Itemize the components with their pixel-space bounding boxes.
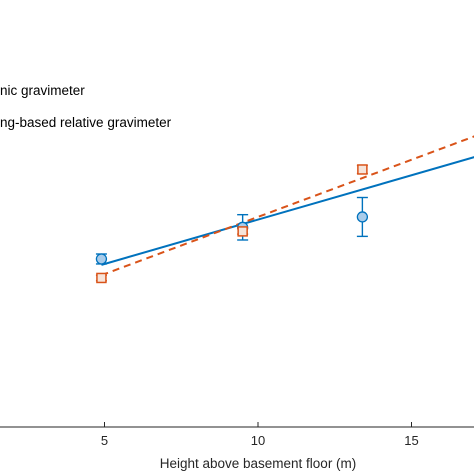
fit-line-2	[101, 135, 474, 277]
marker-circle	[95, 253, 108, 265]
x-axis-label: Height above basement floor (m)	[160, 456, 357, 471]
series-1-point-3	[356, 196, 369, 238]
legend: nic gravimeter ng-based relative gravime…	[0, 83, 172, 130]
x-tick-label-1: 5	[101, 433, 108, 448]
legend-entry-2: ng-based relative gravimeter	[0, 115, 172, 130]
x-tick-label-2: 10	[251, 433, 265, 448]
marker-square	[96, 272, 107, 284]
marker-circle	[356, 211, 369, 223]
series-2-point-3	[356, 164, 368, 175]
marker-square	[237, 226, 248, 237]
series-2-point-1	[95, 272, 107, 284]
series-2-point-2	[237, 226, 249, 237]
marker-square	[357, 164, 368, 175]
x-tick-label-3: 15	[404, 433, 418, 448]
legend-entry-1: nic gravimeter	[0, 83, 85, 98]
fit-line-1	[101, 156, 474, 266]
series-1-point-1	[95, 253, 108, 265]
plot-area	[95, 135, 474, 284]
